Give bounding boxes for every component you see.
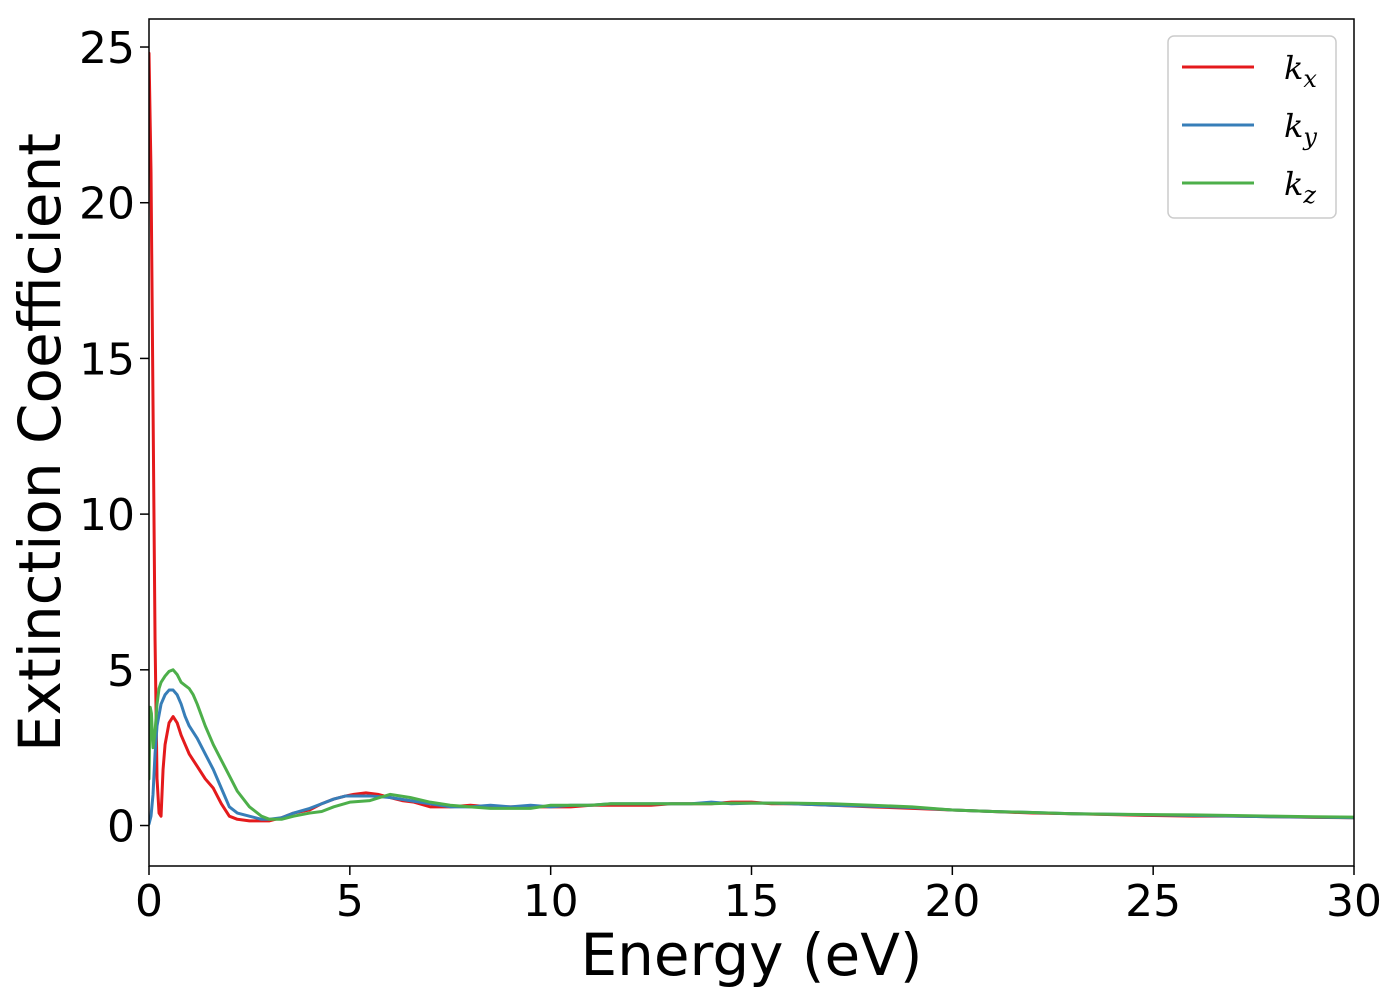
y-tick-label: 5: [107, 646, 135, 697]
y-ticks: 0 5 10 15 20 25: [79, 23, 149, 853]
x-tick-label: 10: [523, 876, 579, 927]
series-line-kz: [149, 668, 1354, 821]
y-tick-label: 25: [79, 23, 135, 74]
x-ticks: 0 5 10 15 20 25 30: [135, 866, 1382, 927]
legend-box: [1167, 35, 1337, 219]
x-tick-label: 20: [924, 876, 980, 927]
y-tick-label: 10: [79, 490, 135, 541]
x-tick-label: 5: [336, 876, 364, 927]
x-axis-label: Energy (eV): [580, 921, 922, 989]
x-tick-label: 30: [1326, 876, 1382, 927]
series-layer: [149, 51, 1354, 826]
legend-sublabel-kz: z: [1302, 181, 1316, 209]
x-tick-label: 25: [1125, 876, 1181, 927]
y-axis-label: Extinction Coefficient: [6, 133, 74, 752]
y-tick-label: 0: [107, 802, 135, 853]
x-tick-label: 15: [724, 876, 780, 927]
x-tick-label: 0: [135, 876, 163, 927]
y-tick-label: 15: [79, 334, 135, 385]
y-tick-label: 20: [79, 179, 135, 230]
legend-sublabel-kx: x: [1303, 65, 1317, 93]
legend-sublabel-ky: y: [1302, 123, 1317, 151]
